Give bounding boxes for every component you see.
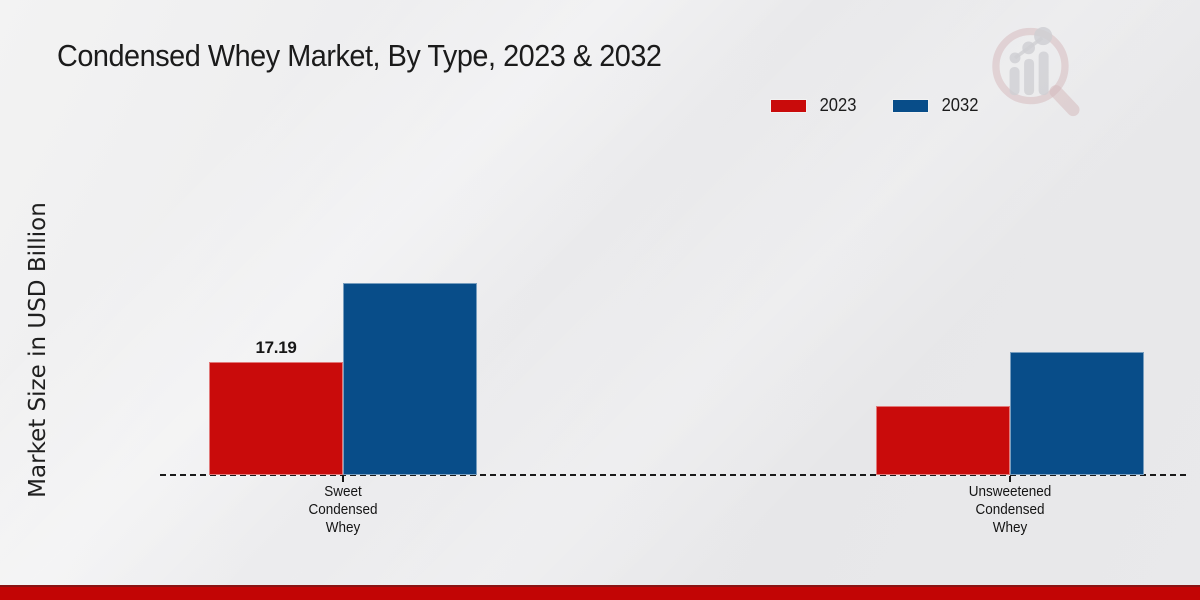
legend-swatch-2032 [892,98,930,113]
x-axis-tick [1009,476,1011,482]
legend: 2023 2032 [770,95,980,116]
bar-2023-unsweetened-condensed-whey [876,406,1010,475]
bar-value-label: 17.19 [255,338,297,357]
x-axis-category-label: Unsweetened Condensed Whey [968,483,1052,536]
chart-title: Condensed Whey Market, By Type, 2023 & 2… [57,38,662,73]
legend-item-2023: 2023 [770,95,858,116]
footer-accent-bar [0,585,1200,600]
legend-item-2032: 2032 [892,95,980,116]
x-axis-category-label: Sweet Condensed Whey [308,483,378,536]
legend-swatch-2023 [770,98,807,113]
bar-2032-sweet-condensed-whey [343,283,477,475]
bar-2032-unsweetened-condensed-whey [1010,352,1144,475]
bar-2023-sweet-condensed-whey [209,362,343,475]
x-axis-tick [342,476,344,482]
legend-label: 2032 [941,95,979,115]
x-axis-baseline [160,474,1186,476]
magnifier-bar-chart-logo-icon [992,27,1080,117]
legend-label: 2023 [819,95,857,115]
